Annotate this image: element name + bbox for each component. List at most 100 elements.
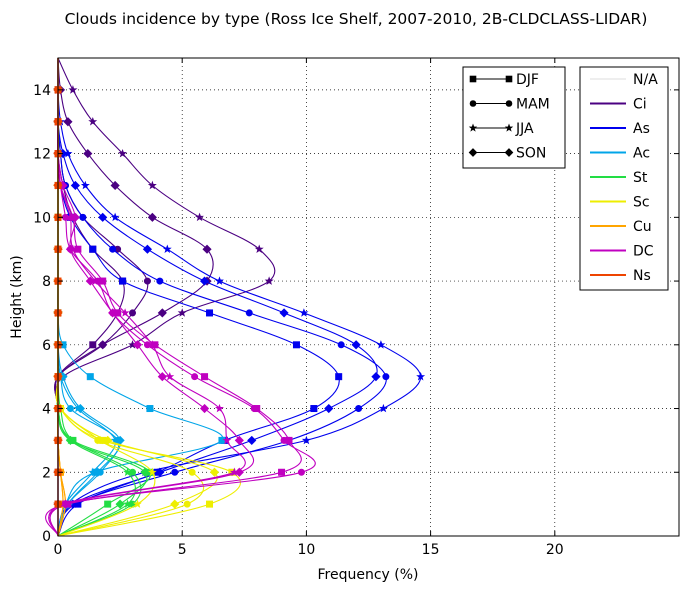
data-point: [109, 245, 117, 253]
series-layer: [45, 57, 426, 537]
data-point: [147, 180, 157, 190]
data-point: [80, 180, 90, 190]
data-point: [264, 276, 274, 285]
data-point: [129, 468, 137, 476]
series-line: [54, 57, 214, 537]
y-tick-label: 12: [33, 147, 51, 163]
data-point: [86, 373, 94, 381]
y-tick-label: 8: [42, 274, 51, 290]
data-point: [129, 309, 137, 317]
data-point: [355, 405, 363, 413]
data-point: [279, 308, 289, 318]
data-point: [157, 372, 167, 382]
series-line: [57, 58, 387, 537]
data-point: [83, 149, 93, 159]
legend-marker: [469, 100, 477, 107]
series-line: [56, 58, 148, 537]
legend-marker: [504, 123, 514, 132]
data-point: [65, 244, 76, 254]
data-point: [120, 308, 130, 317]
chart-title: Clouds incidence by type (Ross Ice Shelf…: [65, 10, 648, 28]
legend-item-jja: JJA: [468, 121, 534, 137]
data-point: [324, 403, 334, 414]
data-point: [351, 340, 361, 350]
legend-marker: [468, 123, 478, 132]
data-point: [63, 117, 73, 127]
data-point: [70, 212, 80, 222]
data-point: [147, 340, 157, 349]
legend-item-djf: DJF: [469, 72, 539, 88]
series-line: [49, 58, 255, 537]
x-tick-label: 10: [297, 542, 315, 558]
legend-label: DJF: [516, 72, 539, 88]
data-point: [110, 212, 120, 222]
data-point: [155, 467, 165, 477]
data-point: [75, 403, 85, 414]
series-as-son: [53, 58, 381, 537]
x-tick-label: 20: [546, 542, 564, 558]
data-point: [171, 468, 179, 476]
data-point: [301, 435, 311, 445]
x-tick-label: 5: [178, 542, 187, 558]
data-point: [245, 309, 253, 317]
legend-marker: [469, 75, 477, 83]
data-point: [123, 499, 133, 508]
y-tick-label: 2: [42, 465, 51, 481]
data-point: [89, 341, 97, 349]
series-dc-jja: [48, 58, 246, 537]
data-point: [416, 371, 426, 381]
data-point: [95, 435, 105, 445]
legend-label: Ns: [633, 268, 651, 284]
legend-label: DC: [633, 244, 654, 260]
legend-item-dc: DC: [590, 244, 654, 260]
data-point: [188, 468, 196, 476]
data-point: [199, 276, 210, 286]
legend-label: St: [633, 170, 648, 186]
data-point: [214, 276, 224, 285]
data-point: [132, 340, 143, 350]
data-point: [132, 499, 142, 508]
type-legend-box: [579, 66, 669, 291]
data-point: [88, 117, 98, 126]
data-point: [310, 405, 318, 413]
series-cu-jja: [53, 58, 68, 537]
plot-frame: [57, 57, 680, 537]
legend-item-na: N/A: [590, 72, 658, 88]
data-point: [382, 373, 390, 381]
data-point: [278, 468, 286, 476]
data-point: [214, 403, 224, 413]
x-tick-label: 15: [422, 542, 440, 558]
legend-label: Ci: [633, 97, 647, 113]
legend-item-sc: Sc: [590, 195, 650, 211]
legend-label: Cu: [633, 219, 652, 235]
y-tick-label: 14: [33, 83, 51, 99]
series-ac-son: [53, 58, 125, 537]
series-ac-djf: [54, 58, 226, 537]
data-point: [201, 373, 209, 381]
data-point: [165, 371, 175, 381]
series-line: [55, 58, 241, 537]
series-line: [54, 58, 125, 537]
data-point: [70, 180, 80, 191]
legend-marker: [505, 75, 513, 83]
data-point: [104, 500, 112, 508]
y-tick-label: 6: [42, 338, 51, 354]
data-point: [93, 467, 103, 477]
legend-label: N/A: [633, 72, 658, 88]
data-point: [292, 341, 300, 349]
data-point: [143, 341, 151, 349]
data-point: [247, 435, 257, 445]
data-point: [157, 308, 167, 318]
legend-item-mam: MAM: [469, 97, 550, 113]
series-ci-son: [53, 57, 214, 537]
y-axis-label: Height (km): [9, 255, 25, 338]
data-point: [118, 148, 128, 158]
legend-item-ci: Ci: [590, 97, 647, 113]
legend-label: Ac: [633, 146, 650, 162]
legend-label: MAM: [516, 97, 550, 113]
series-st-djf: [54, 58, 154, 537]
legend-label: As: [633, 121, 650, 137]
data-point: [79, 213, 87, 221]
data-point: [209, 467, 220, 477]
